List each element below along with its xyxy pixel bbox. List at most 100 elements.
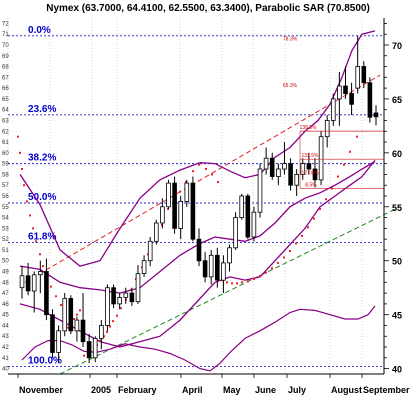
sar-dot [17, 135, 19, 138]
sar-dot [343, 163, 345, 166]
fib-label: 0.0% [28, 25, 51, 36]
candle-body [257, 168, 263, 213]
sar-dot [313, 217, 315, 220]
candle-body [367, 82, 373, 118]
sar-dot [241, 281, 243, 284]
sar-dot [19, 151, 21, 154]
sar-dot [295, 242, 297, 245]
left-tick-label: 64 [2, 108, 9, 114]
sar-dot [67, 326, 69, 329]
grid [7, 18, 384, 374]
axes: 40 41 42 43 44 45 46 47 48 49 50 51 52 53 54 55 56 57 58 59… [2, 18, 410, 395]
y-tick-label: 45 [392, 311, 402, 321]
candle-body [68, 298, 74, 332]
candle-body [196, 238, 202, 262]
candle-body [373, 112, 379, 118]
left-tick-label: 43 [2, 334, 9, 340]
left-tick-label: 41 [2, 356, 9, 362]
candle-body [300, 163, 306, 175]
left-tick-label: 55 [2, 205, 9, 211]
annotation-label: 127.8% [302, 170, 320, 176]
left-tick-label: 69 [2, 54, 9, 60]
y-tick-label: 55 [392, 203, 402, 213]
left-tick-label: 44 [2, 323, 9, 329]
fib-label: 61.8% [28, 231, 56, 242]
sar-dot [55, 295, 57, 298]
sar-dot [337, 175, 339, 178]
candle-body [263, 157, 269, 170]
sar-dot [356, 135, 358, 138]
left-tick-label: 62 [2, 129, 9, 135]
candle-body [141, 260, 147, 275]
sar-dot [60, 303, 62, 306]
annotation-label: 78.3% [283, 37, 298, 43]
x-tick-label: 2005 [91, 385, 111, 395]
candle-body [337, 85, 342, 100]
candle-body [276, 168, 281, 177]
left-tick-label: 40 [2, 367, 9, 373]
candle-body [153, 222, 159, 242]
candle-body [123, 292, 129, 298]
candle-body [105, 287, 110, 326]
sar-dot [29, 214, 31, 217]
sar-dot [21, 168, 23, 171]
y-tick-label: 65 [392, 95, 402, 105]
sar-dot [271, 267, 273, 270]
trendline [24, 74, 381, 283]
left-tick-label: 53 [2, 226, 9, 232]
candle-body [239, 195, 245, 219]
candle-body [233, 217, 238, 249]
annotation-label: 65.3% [283, 83, 298, 89]
fib-label: 23.6% [28, 104, 56, 115]
candle-body [166, 182, 171, 208]
left-tick-label: 42 [2, 345, 9, 351]
left-tick-label: 68 [2, 65, 9, 71]
sar-dot [205, 168, 207, 171]
sar-dot [211, 173, 213, 176]
candle-body [38, 271, 43, 276]
candle-body [184, 182, 190, 202]
candle-body [312, 168, 318, 181]
sar-dot [73, 317, 75, 320]
left-tick-label: 48 [2, 280, 9, 286]
y-tick-label: 70 [392, 41, 402, 51]
fib-label: 50.0% [28, 192, 56, 203]
x-tick-label: November [19, 385, 64, 395]
left-tick-label: 65 [2, 97, 9, 103]
candle-body [251, 211, 257, 238]
sar-dot [265, 271, 267, 274]
left-tick-label: 57 [2, 183, 9, 189]
sar-dot [39, 253, 41, 256]
candle-body [282, 163, 287, 170]
left-tick-label: 71 [2, 32, 9, 38]
candle-body [50, 314, 55, 353]
sar-dot [120, 307, 122, 310]
left-tick-label: 52 [2, 237, 9, 243]
candle-body [117, 296, 123, 305]
candle-body [294, 173, 299, 186]
left-tick-label: 56 [2, 194, 9, 200]
candle-body [318, 136, 324, 181]
sar-dot [253, 278, 255, 281]
candle-body [214, 254, 220, 281]
sar-dot [32, 227, 34, 230]
sar-dot [26, 200, 28, 203]
sar-dot [112, 320, 114, 323]
sar-dot [319, 207, 321, 210]
sar-dot [109, 325, 111, 328]
candle-body [178, 200, 184, 229]
sar-dot [289, 250, 291, 253]
x-tick-label: June [255, 385, 276, 395]
candle-body [343, 85, 348, 94]
sar-dot [247, 280, 249, 283]
oscillator [21, 305, 376, 372]
candle-body [44, 271, 49, 316]
sar-dot [283, 256, 285, 259]
sar-dot [35, 240, 37, 243]
left-tick-label: 51 [2, 248, 9, 254]
sar-dot [198, 163, 200, 166]
candle-body [190, 182, 196, 240]
sar-dot [116, 314, 118, 317]
candle-body [221, 262, 226, 281]
